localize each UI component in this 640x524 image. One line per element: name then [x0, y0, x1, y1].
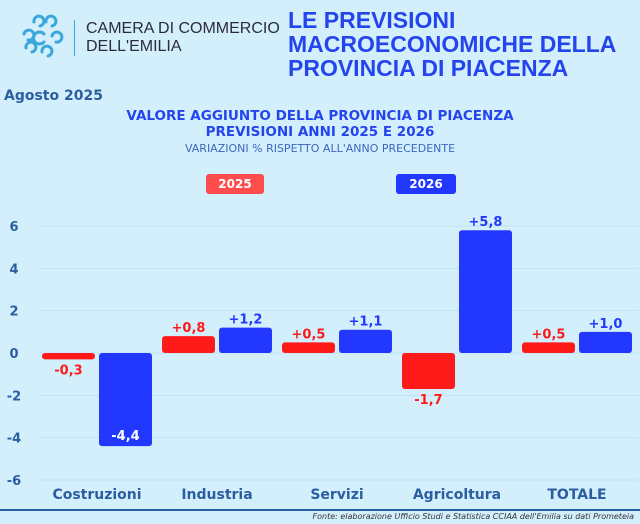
- x-tick-label: Servizi: [310, 487, 363, 503]
- bar-2026-agricoltura: [459, 230, 512, 353]
- data-label: +0,8: [172, 321, 206, 336]
- x-tick-label: Industria: [181, 487, 252, 503]
- data-label: +0,5: [292, 327, 326, 342]
- y-tick-label: -6: [7, 474, 21, 489]
- data-label: +1,0: [589, 317, 623, 332]
- org-line-2: DELL'EMILIA: [86, 38, 182, 55]
- y-tick-label: -4: [7, 432, 21, 447]
- headline-line: MACROECONOMICHE DELLA: [288, 31, 617, 57]
- y-tick-label: -2: [7, 389, 21, 404]
- headline-line: LE PREVISIONI: [288, 7, 456, 33]
- logo-divider: [74, 20, 75, 56]
- legend-2025: 2025: [206, 174, 264, 194]
- legend-2026: 2026: [396, 174, 456, 194]
- org-line-1: CAMERA DI COMMERCIO: [86, 20, 280, 37]
- bar-2026-costruzioni: [99, 353, 152, 447]
- data-label: +5,8: [469, 215, 503, 230]
- camera-commercio-logo-icon: [22, 14, 64, 58]
- source-note: Fonte: elaborazione Ufficio Studi e Stat…: [312, 512, 634, 521]
- bar-2026-industria: [219, 327, 272, 353]
- chart-subtitle: PREVISIONI ANNI 2025 E 2026: [205, 124, 435, 140]
- data-label: -1,7: [414, 393, 442, 408]
- data-label: -4,4: [111, 429, 139, 444]
- x-tick-label: TOTALE: [547, 487, 606, 503]
- data-label: -0,3: [54, 363, 82, 378]
- y-tick-label: 4: [9, 262, 18, 277]
- organization-name: CAMERA DI COMMERCIO DELL'EMILIA: [86, 20, 280, 56]
- x-tick-label: Costruzioni: [52, 487, 141, 503]
- date-label: Agosto 2025: [4, 88, 103, 104]
- bar-2025-servizi: [282, 342, 335, 353]
- x-tick-label: Agricoltura: [413, 487, 501, 503]
- chart-note: VARIAZIONI % RISPETTO ALL'ANNO PRECEDENT…: [184, 142, 456, 155]
- bar-2025-totale: [522, 342, 575, 353]
- y-tick-label: 0: [9, 347, 18, 362]
- headline-line: PROVINCIA DI PIACENZA: [288, 55, 569, 81]
- bar-2026-totale: [579, 331, 632, 353]
- bar-2025-industria: [162, 336, 215, 353]
- bar-2025-costruzioni: [42, 353, 95, 360]
- chart-title: VALORE AGGIUNTO DELLA PROVINCIA DI PIACE…: [126, 108, 514, 124]
- footer-rule: [0, 509, 640, 511]
- y-tick-label: 6: [9, 220, 18, 235]
- data-label: +0,5: [532, 327, 566, 342]
- headline: LE PREVISIONI MACROECONOMICHE DELLA PROV…: [288, 8, 616, 80]
- bar-2026-servizi: [339, 329, 392, 353]
- data-label: +1,1: [349, 315, 383, 330]
- bar-2025-agricoltura: [402, 353, 455, 389]
- data-label: +1,2: [229, 313, 263, 328]
- bar-chart: 6 4 2 0 -2 -4 -6 -0,3 -4,4 Costruzioni +0,8 +1,2 Ind…: [7, 215, 638, 503]
- y-tick-label: 2: [9, 305, 18, 320]
